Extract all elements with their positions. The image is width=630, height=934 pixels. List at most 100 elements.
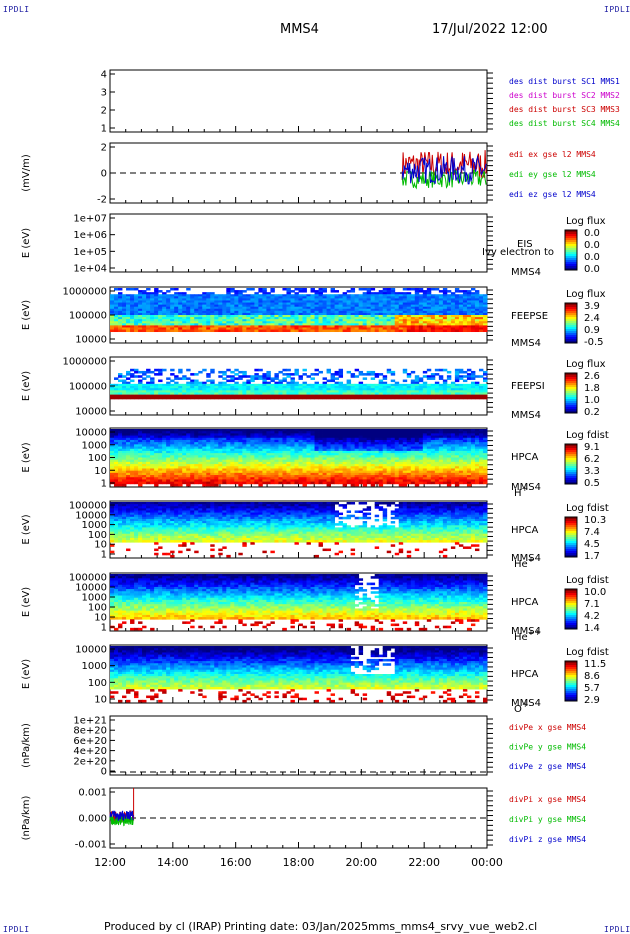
- eis-panel-overlay-text: Ivy electron to: [482, 247, 554, 258]
- hpca-he1-panel-spectrogram: [110, 502, 488, 558]
- hpca-he2-panel-ytick: 1: [101, 623, 107, 634]
- feepse-panel-ytick: 1000000: [62, 287, 107, 298]
- edi-panel-ytick: -2: [97, 195, 107, 206]
- feepsi-panel-ytick: 10000: [75, 407, 107, 418]
- hpca-he2-panel-ylabel: E (eV): [21, 587, 32, 617]
- edi-panel-ytick: 2: [101, 143, 107, 154]
- hpca-h-panel-instrument: HPCA: [511, 452, 539, 463]
- x-axis-tick-label: 16:00: [220, 856, 252, 869]
- burst-panel-ytick: 4: [101, 70, 107, 81]
- burst-panel-ytick: 3: [101, 88, 107, 99]
- hpca-he2-panel-ytick: 10: [94, 613, 107, 624]
- eis-panel-instrument: EIS: [517, 239, 533, 250]
- hpca-h-panel-colorbar-tick: 0.5: [584, 478, 600, 489]
- hpca-he1-panel-ytick: 10000: [75, 510, 107, 521]
- hpca-o-panel-ylabel: E (eV): [21, 659, 32, 689]
- feepse-panel-colorbar: [564, 302, 578, 344]
- burst-panel-ytick: 1: [101, 124, 107, 135]
- feepsi-panel-colorbar-tick: 2.6: [584, 371, 600, 382]
- feepsi-panel-ytick: 100000: [69, 382, 107, 393]
- divpe-panel-legend-item: divPe x gse MMS4: [509, 723, 586, 732]
- hpca-h-panel-colorbar-tick: 9.1: [584, 442, 600, 453]
- edi-panel-ylabel: (mV/m): [21, 154, 32, 192]
- divpe-panel-ytick: 2e+20: [73, 756, 107, 767]
- divpe-panel-ytick: 1e+21: [73, 716, 107, 727]
- eis-panel-ytick: 1e+07: [73, 214, 107, 225]
- eis-panel-colorbar-tick: 0.0: [584, 264, 600, 275]
- divpi-panel-ytick: -0.001: [75, 840, 107, 851]
- divpe-panel-ytick: 0: [101, 767, 107, 778]
- feepse-panel-colorbar-tick: 2.4: [584, 313, 600, 324]
- hpca-h-panel-colorbar-tick: 3.3: [584, 466, 600, 477]
- hpca-he1-panel-ytick: 100: [88, 530, 107, 541]
- hpca-o-panel-ytick: 10: [94, 695, 107, 706]
- divpe-panel-frame: [109, 715, 488, 776]
- divpe-panel-ylabel: (nPa/km): [21, 723, 32, 768]
- hpca-he1-panel-colorbar-tick: 7.4: [584, 527, 600, 538]
- edi-panel-legend-item: edi ex gse l2 MMS4: [509, 150, 596, 159]
- feepsi-panel-spectrogram: [110, 368, 488, 400]
- hpca-o-panel-spectrogram: [110, 646, 488, 703]
- feepse-panel-spacecraft: MMS4: [511, 338, 541, 349]
- hpca-he2-panel-colorbar-tick: 4.2: [584, 611, 600, 622]
- divpe-panel-ytick: 8e+20: [73, 726, 107, 737]
- hpca-he1-panel-spacecraft: MMS4: [511, 553, 541, 564]
- feepse-panel-instrument: FEEPSE: [511, 311, 548, 322]
- hpca-he2-panel-ytick: 10000: [75, 583, 107, 594]
- divpi-panel-ylabel: (nPa/km): [21, 796, 32, 841]
- hpca-o-panel-colorbar-tick: 11.5: [584, 659, 606, 670]
- divpe-panel-ytick: 4e+20: [73, 746, 107, 757]
- x-axis-tick-label: 18:00: [283, 856, 315, 869]
- x-axis-tick-label: 14:00: [157, 856, 189, 869]
- feepse-panel-colorbar-tick: 0.9: [584, 325, 600, 336]
- hpca-he2-panel-colorbar-tick: 1.4: [584, 623, 600, 634]
- hpca-he1-panel-colorbar-tick: 1.7: [584, 551, 600, 562]
- eis-panel-ytick: 1e+06: [73, 230, 107, 241]
- hpca-o-panel-colorbar: [564, 660, 578, 702]
- corner-label-bottom-left: IPDLI: [3, 925, 30, 934]
- eis-panel-colorbar-tick: 0.0: [584, 240, 600, 251]
- header-spacecraft: MMS4: [280, 22, 319, 37]
- feepse-panel-ytick: 100000: [69, 311, 107, 322]
- corner-label-top-left: IPDLI: [3, 5, 30, 14]
- feepse-panel-ylabel: E (eV): [21, 300, 32, 330]
- hpca-he2-panel-ytick: 100000: [69, 573, 107, 584]
- burst-panel-frame: [109, 69, 488, 133]
- hpca-h-panel-colorbar-label: Log fdist: [566, 430, 609, 441]
- divpi-panel-ytick: 0.001: [78, 788, 107, 799]
- eis-panel-ylabel: E (eV): [21, 228, 32, 258]
- hpca-o-panel-ytick: 1000: [82, 661, 107, 672]
- edi-panel-ytick: 0: [101, 169, 107, 180]
- x-axis-tick-label: 22:00: [408, 856, 440, 869]
- eis-panel-spacecraft: MMS4: [511, 267, 541, 278]
- divpe-panel-ytick: 6e+20: [73, 736, 107, 747]
- divpi-panel-legend-item: divPi z gse MMS4: [509, 835, 586, 844]
- hpca-he1-panel-colorbar-label: Log fdist: [566, 503, 609, 514]
- hpca-h-panel-colorbar-tick: 6.2: [584, 454, 600, 465]
- edi-panel-legend-item: edi ez gse l2 MMS4: [509, 190, 596, 199]
- eis-panel-ytick: 1e+04: [73, 264, 107, 275]
- divpi-z-line: [109, 810, 135, 822]
- hpca-he1-panel-ytick: 100000: [69, 501, 107, 512]
- burst-panel-legend-item: des dist burst SC4 MMS4: [509, 119, 620, 128]
- hpca-he1-panel-ytick: 1: [101, 550, 107, 561]
- feepsi-panel-instrument: FEEPSI: [511, 381, 545, 392]
- hpca-he1-panel-ytick: 10: [94, 540, 107, 551]
- hpca-he1-panel-colorbar-tick: 4.5: [584, 539, 600, 550]
- header-datetime: 17/Jul/2022 12:00: [432, 22, 548, 37]
- divpi-y-line: [109, 814, 135, 827]
- feepse-panel-colorbar-label: Log flux: [566, 289, 606, 300]
- edi-panel-legend-item: edi ey gse l2 MMS4: [509, 170, 596, 179]
- hpca-he2-panel-colorbar-label: Log fdist: [566, 575, 609, 586]
- hpca-o-panel-ytick: 100: [88, 678, 107, 689]
- burst-panel-legend-item: des dist burst SC2 MMS2: [509, 91, 620, 100]
- hpca-o-panel-ytick: 10000: [75, 645, 107, 656]
- hpca-he2-panel-ytick: 100: [88, 603, 107, 614]
- eis-panel-colorbar: [564, 229, 578, 271]
- eis-panel-colorbar-label: Log flux: [566, 216, 606, 227]
- burst-panel-legend-item: des dist burst SC3 MMS3: [509, 105, 620, 114]
- eis-panel-colorbar-tick: 0.0: [584, 252, 600, 263]
- hpca-he2-panel-colorbar-tick: 10.0: [584, 587, 606, 598]
- hpca-h-panel-ytick: 100: [88, 453, 107, 464]
- feepsi-panel-colorbar: [564, 372, 578, 414]
